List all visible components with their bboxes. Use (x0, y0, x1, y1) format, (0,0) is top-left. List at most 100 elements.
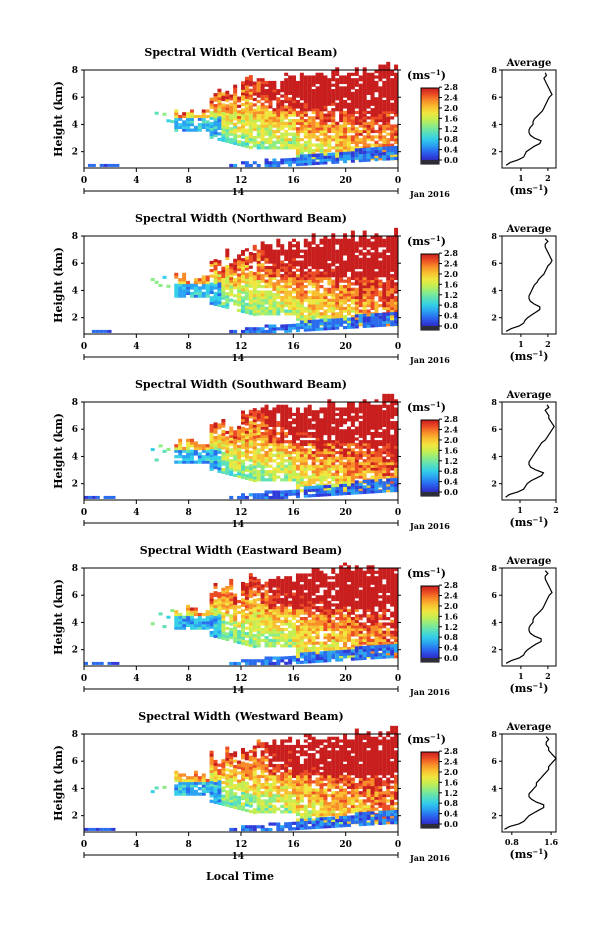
average-title: Average (506, 58, 552, 69)
x-tick-label: 12 (235, 176, 248, 186)
average-title: Average (506, 722, 552, 733)
x-tick-label: 16 (287, 508, 300, 518)
colorbar-tick-label: 1.6 (444, 777, 458, 787)
avg-y-tick-label: 2 (491, 479, 497, 489)
y-tick-label: 6 (72, 425, 78, 435)
colorbar-tick-label: 0.4 (444, 311, 458, 321)
colorbar-unit: (ms−1) (407, 234, 446, 248)
heatmap-field (87, 61, 399, 168)
colorbar-tick-label: 0.8 (444, 300, 458, 310)
avg-x-tick-label: 2 (553, 505, 559, 515)
avg-y-tick-label: 4 (491, 783, 497, 793)
colorbar-tick-label: 1.2 (444, 124, 458, 134)
colorbar-tick-label: 2.4 (444, 259, 458, 269)
x-tick-label: 0 (81, 176, 87, 186)
x-tick-label: 4 (133, 508, 139, 518)
avg-y-tick-label: 6 (491, 424, 497, 434)
colorbar-tick-label: 1.6 (444, 611, 458, 621)
x-tick-label: 0 (81, 342, 87, 352)
colorbar-tick-label: 0.4 (444, 643, 458, 653)
date-month-label: Jan 2016 (409, 189, 450, 199)
colorbar-low-band (421, 824, 439, 828)
panel-title: Spectral Width (Northward Beam) (135, 212, 347, 225)
x-tick-label: 8 (186, 176, 192, 186)
colorbar-tick-label: 1.2 (444, 290, 458, 300)
x-axis-label: Local Time (206, 870, 274, 883)
y-axis-label: Height (km) (52, 81, 65, 157)
x-tick-label: 20 (339, 508, 352, 518)
panel-0: Spectral Width (Vertical Beam) 2 4 6 8 Height… (52, 46, 557, 199)
panel-4: Spectral Width (Westward Beam) 2 4 6 8 Height… (52, 710, 558, 863)
colorbar (420, 87, 440, 165)
colorbar-tick-label: 2.0 (444, 601, 458, 611)
average-frame (501, 235, 557, 335)
y-tick-label: 2 (72, 480, 78, 490)
y-tick-label: 4 (72, 452, 78, 462)
colorbar-tick-label: 1.6 (444, 279, 458, 289)
date-label: 14 (232, 686, 245, 696)
x-tick-label: 8 (186, 508, 192, 518)
x-tick-label: 20 (339, 176, 352, 186)
colorbar (420, 253, 440, 331)
x-tick-label: 12 (235, 840, 248, 850)
avg-y-tick-label: 8 (491, 231, 497, 241)
x-tick-label: 16 (287, 176, 300, 186)
y-tick-label: 2 (72, 646, 78, 656)
avg-y-tick-label: 2 (491, 811, 497, 821)
date-label: 14 (232, 520, 245, 530)
date-label: 14 (232, 852, 245, 862)
average-xlabel: (ms−1) (509, 183, 548, 197)
colorbar-tick-label: 0.8 (444, 798, 458, 808)
x-tick-label: 8 (186, 840, 192, 850)
average-title: Average (506, 390, 552, 401)
y-tick-label: 4 (72, 784, 78, 794)
average-xlabel: (ms−1) (509, 349, 548, 363)
x-tick-label: 4 (133, 674, 139, 684)
date-label: 14 (232, 354, 245, 364)
y-tick-label: 8 (72, 66, 78, 76)
heatmap-field (84, 562, 399, 666)
panel-3: Spectral Width (Eastward Beam) 2 4 6 8 Height… (52, 544, 557, 697)
colorbar-tick-label: 2.4 (444, 757, 458, 767)
x-tick-label: 20 (339, 840, 352, 850)
colorbar-tick-label: 0.0 (444, 155, 458, 165)
avg-y-tick-label: 8 (491, 397, 497, 407)
date-month-label: Jan 2016 (409, 687, 450, 697)
panel-1: Spectral Width (Northward Beam) 2 4 6 8 Heigh… (52, 212, 557, 365)
y-tick-label: 6 (72, 259, 78, 269)
x-tick-label: 16 (287, 342, 300, 352)
avg-y-tick-label: 4 (491, 285, 497, 295)
avg-y-tick-label: 6 (491, 590, 497, 600)
y-tick-label: 4 (72, 286, 78, 296)
average-title: Average (506, 556, 552, 567)
colorbar-tick-label: 0.8 (444, 134, 458, 144)
y-tick-label: 6 (72, 757, 78, 767)
x-tick-label: 8 (186, 342, 192, 352)
avg-x-tick-label: 1 (517, 505, 523, 515)
colorbar-tick-label: 0.4 (444, 145, 458, 155)
colorbar-unit: (ms−1) (407, 732, 446, 746)
x-tick-label: 12 (235, 342, 248, 352)
avg-y-tick-label: 6 (491, 756, 497, 766)
date-label: 14 (232, 188, 245, 198)
avg-x-tick-label: 0.8 (505, 837, 519, 847)
y-tick-label: 8 (72, 232, 78, 242)
x-tick-label: 0 (395, 674, 401, 684)
avg-x-tick-label: 2 (545, 339, 551, 349)
x-tick-label: 0 (395, 342, 401, 352)
avg-x-tick-label: 2 (545, 173, 551, 183)
avg-y-tick-label: 6 (491, 92, 497, 102)
colorbar-tick-label: 0.8 (444, 632, 458, 642)
avg-y-tick-label: 2 (491, 313, 497, 323)
colorbar-tick-label: 2.0 (444, 103, 458, 113)
heatmap-field (91, 227, 399, 334)
x-tick-label: 4 (133, 342, 139, 352)
y-axis-label: Height (km) (52, 413, 65, 489)
colorbar-tick-label: 2.0 (444, 435, 458, 445)
colorbar-tick-label: 2.8 (444, 248, 458, 258)
x-tick-label: 20 (339, 342, 352, 352)
panel-title: Spectral Width (Southward Beam) (135, 378, 347, 391)
panel-title: Spectral Width (Westward Beam) (138, 710, 343, 723)
colorbar (420, 419, 440, 497)
